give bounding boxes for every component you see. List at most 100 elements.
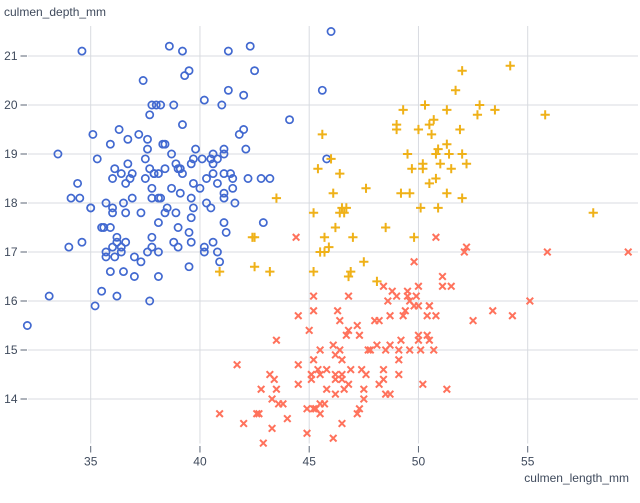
- data-point-circle: [184, 227, 194, 237]
- data-point-plus: [431, 149, 441, 159]
- series-salmon-crosses: [215, 233, 633, 448]
- data-point-plus: [271, 193, 282, 203]
- data-point-circle: [285, 115, 294, 125]
- y-tick-label: 15: [4, 343, 18, 357]
- data-point-times: [429, 345, 438, 355]
- data-point-circle: [160, 164, 170, 174]
- data-point-times: [508, 311, 517, 320]
- data-point-times: [294, 380, 303, 389]
- data-point-circle: [184, 262, 194, 272]
- data-point-plus: [433, 203, 443, 213]
- data-point-circle: [184, 66, 194, 76]
- data-point-times: [438, 282, 447, 291]
- data-point-circle: [156, 100, 166, 110]
- data-point-circle: [140, 174, 150, 183]
- data-point-circle: [77, 46, 87, 56]
- data-point-times: [303, 429, 312, 438]
- data-point-circle: [125, 174, 135, 183]
- data-point-times: [359, 385, 368, 394]
- data-point-circle: [178, 169, 187, 179]
- data-point-times: [254, 409, 263, 418]
- data-point-plus: [407, 164, 417, 174]
- data-point-circle: [153, 193, 163, 203]
- data-point-times: [410, 301, 419, 310]
- data-point-times: [342, 331, 351, 340]
- data-point-plus: [341, 203, 351, 213]
- data-point-circle: [169, 100, 179, 110]
- data-point-times: [438, 272, 447, 281]
- data-point-plus: [457, 193, 467, 203]
- data-point-plus: [431, 173, 441, 184]
- data-point-times: [355, 404, 364, 413]
- data-point-circle: [127, 193, 137, 203]
- data-point-circle: [245, 41, 255, 51]
- data-point-circle: [108, 203, 118, 213]
- data-point-plus: [319, 232, 330, 242]
- data-point-times: [410, 257, 419, 266]
- data-point-times: [425, 301, 434, 310]
- data-point-times: [233, 360, 242, 369]
- data-point-circle: [116, 247, 126, 257]
- data-point-times: [353, 409, 362, 418]
- data-point-circle: [121, 208, 131, 218]
- data-point-circle: [64, 242, 74, 252]
- data-point-times: [272, 336, 281, 345]
- data-point-circle: [75, 193, 85, 203]
- data-point-circle: [66, 193, 76, 203]
- data-point-circle: [145, 296, 155, 306]
- data-point-plus: [335, 169, 345, 179]
- data-point-circle: [160, 139, 170, 149]
- data-point-circle: [22, 321, 32, 330]
- data-point-plus: [324, 242, 334, 252]
- data-point-circle: [199, 95, 209, 105]
- data-point-times: [309, 355, 318, 364]
- data-point-plus: [457, 149, 467, 159]
- data-point-circle: [151, 100, 161, 110]
- data-point-times: [322, 385, 331, 394]
- data-point-plus: [472, 110, 483, 120]
- data-point-circle: [147, 183, 157, 193]
- data-point-circle: [250, 66, 260, 76]
- data-point-plus: [361, 183, 371, 193]
- x-tick-label: 50: [412, 455, 426, 469]
- data-point-circle: [265, 174, 275, 183]
- data-point-plus: [313, 164, 323, 174]
- data-point-times: [335, 345, 344, 355]
- data-point-circle: [219, 188, 229, 198]
- data-point-circle: [164, 41, 174, 51]
- data-point-circle: [153, 247, 163, 257]
- data-point-times: [337, 375, 346, 384]
- data-point-circle: [116, 242, 126, 252]
- data-point-circle: [145, 110, 155, 120]
- y-tick-label: 14: [4, 392, 18, 406]
- data-point-plus: [540, 110, 550, 120]
- data-point-circle: [105, 139, 115, 149]
- data-point-plus: [475, 100, 485, 110]
- data-point-circle: [228, 174, 238, 183]
- data-point-circle: [208, 237, 218, 247]
- data-point-plus: [308, 208, 319, 218]
- data-point-plus: [442, 105, 452, 115]
- data-point-times: [416, 345, 425, 355]
- data-point-plus: [346, 267, 356, 277]
- data-point-times: [294, 311, 303, 320]
- data-point-times: [278, 399, 287, 408]
- data-point-circle: [180, 71, 190, 81]
- data-point-circle: [110, 252, 120, 262]
- data-point-times: [418, 380, 427, 389]
- data-point-times: [294, 360, 303, 369]
- data-point-circle: [239, 90, 249, 100]
- data-point-plus: [420, 100, 430, 110]
- data-point-times: [488, 306, 497, 315]
- data-point-circle: [317, 85, 327, 95]
- data-point-circle: [112, 291, 122, 301]
- data-point-plus: [446, 164, 456, 174]
- data-point-plus: [424, 178, 434, 188]
- data-point-circle: [175, 188, 185, 198]
- y-axis-title: culmen_depth_mm: [4, 5, 107, 19]
- x-tick-label: 40: [193, 455, 207, 469]
- data-point-circle: [186, 193, 196, 203]
- data-point-times: [305, 326, 314, 335]
- data-point-circle: [44, 291, 54, 301]
